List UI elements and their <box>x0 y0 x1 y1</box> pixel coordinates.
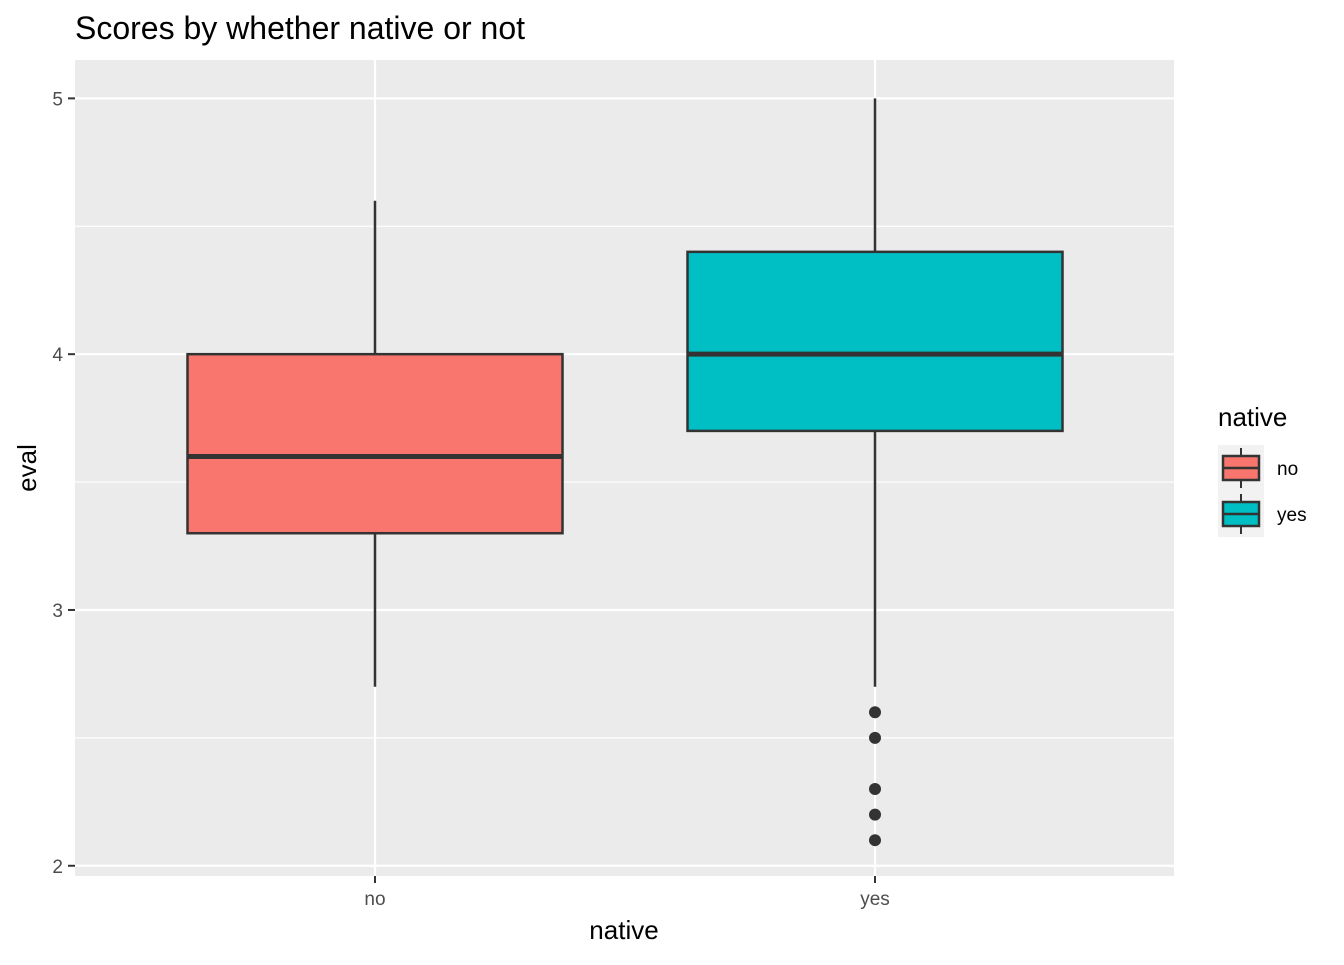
axis-layer: 2 3 4 5 no yes <box>52 89 889 910</box>
outlier-point <box>869 783 881 796</box>
x-tick-label: no <box>364 889 385 910</box>
y-tick-label: 4 <box>52 345 63 366</box>
chart-title: Scores by whether native or not <box>75 10 525 46</box>
legend-entry-no: no <box>1218 445 1298 491</box>
outlier-point <box>869 834 881 847</box>
y-tick-label: 5 <box>52 89 63 110</box>
legend-entry-yes: yes <box>1218 491 1307 537</box>
box-iqr <box>686 250 1064 433</box>
boxplot-yes <box>686 98 1064 847</box>
outlier-point <box>869 731 881 744</box>
y-axis-title: eval <box>12 444 42 492</box>
legend-label: yes <box>1277 505 1307 526</box>
outlier-point <box>869 808 881 821</box>
y-tick-label: 2 <box>52 857 63 878</box>
x-tick-label: yes <box>860 889 890 910</box>
legend: native no yes <box>1218 402 1307 537</box>
x-axis-title: native <box>589 915 658 945</box>
legend-title: native <box>1218 402 1287 432</box>
box-iqr <box>186 352 564 535</box>
legend-label: no <box>1277 459 1298 480</box>
y-tick-label: 3 <box>52 601 63 622</box>
box-layer <box>186 98 1064 847</box>
boxplot-no <box>186 200 564 687</box>
outlier-point <box>869 706 881 719</box>
